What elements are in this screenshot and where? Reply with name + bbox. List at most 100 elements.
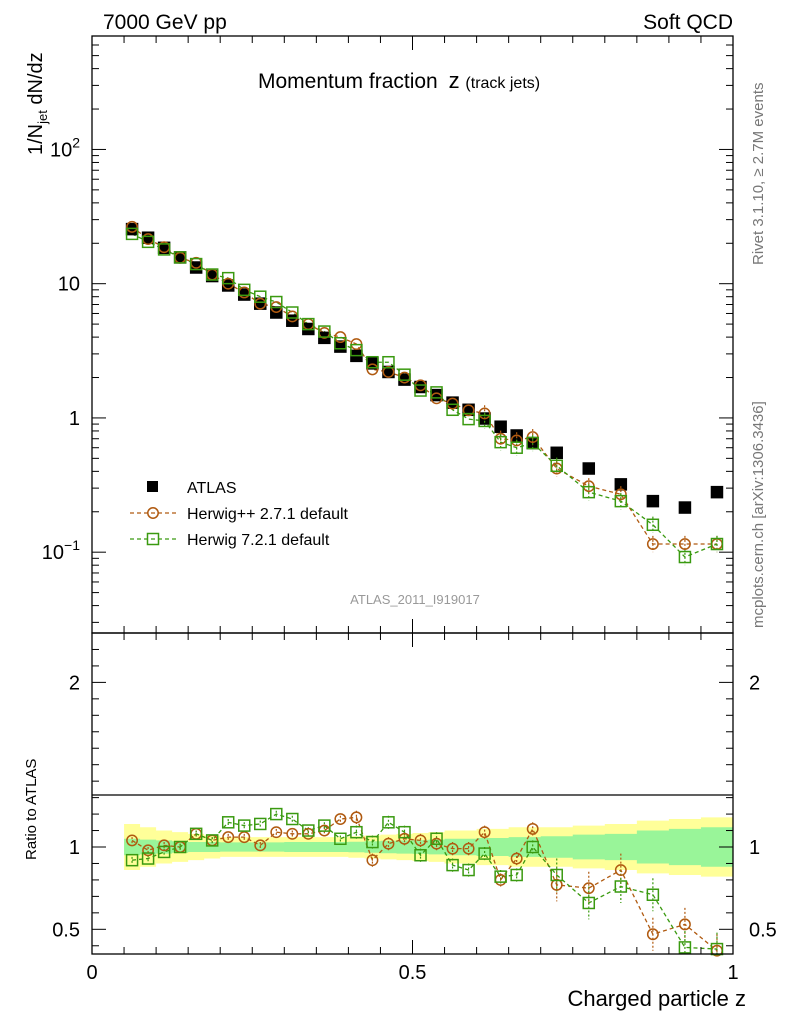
- header-left: 7000 GeV pp: [103, 11, 227, 34]
- herwig7-point: [366, 355, 379, 369]
- ratio-panel: 0.5 0.5 1 1 2 2 0 0.5 1 Ratio to ATLAS Charged p…: [23, 632, 777, 1011]
- ratio-herwigpp-point: [526, 822, 539, 835]
- chart-title-z: z: [449, 68, 460, 93]
- ratio-herwig7-point: [237, 819, 251, 832]
- herwig7-point: [125, 227, 139, 241]
- herwigpp-point: [366, 363, 379, 376]
- herwig7-point: [430, 386, 443, 399]
- ratio-herwig7-point: [318, 819, 331, 832]
- herwig7-point: [382, 355, 395, 369]
- ratio-ytick-label-right: 0.5: [749, 919, 777, 941]
- main-ytick-label: 10−1: [42, 537, 80, 564]
- herwig7-point: [205, 268, 219, 281]
- chart-title-main: Momentum fraction: [258, 70, 438, 93]
- ratio-herwigpp-point: [510, 852, 523, 865]
- atlas-point: [646, 494, 660, 508]
- herwigpp-point: [478, 407, 491, 420]
- ratio-herwigpp-point: [398, 832, 411, 845]
- ratio-herwig7-point: [366, 835, 379, 849]
- ratio-herwigpp-point: [126, 834, 139, 847]
- ratio-herwig7-point: [646, 888, 660, 901]
- ratio-herwigpp-point: [582, 882, 595, 895]
- herwig7-point: [494, 435, 507, 449]
- ratio-herwigpp-point: [382, 837, 395, 850]
- ratio-herwig7-point: [526, 840, 539, 854]
- ratio-herwig7-point: [550, 868, 563, 882]
- xtick-label: 0: [86, 962, 97, 984]
- herwig7-point: [270, 295, 283, 309]
- herwigpp-point: [462, 404, 475, 417]
- ratio-herwigpp-point: [446, 842, 459, 855]
- herwig7-point: [614, 494, 628, 508]
- ratio-herwig7-point: [494, 870, 507, 883]
- ratio-herwigpp-point: [350, 811, 363, 824]
- herwigpp-point: [126, 220, 139, 233]
- ytick-base: 10: [50, 139, 72, 161]
- ratio-herwig7-point: [189, 827, 203, 841]
- ratio-herwig7-point: [430, 832, 443, 846]
- ratio-herwigpp-point: [646, 928, 659, 941]
- mcplots-label: mcplots.cern.ch [arXiv:1306.3436]: [750, 401, 767, 628]
- atlas-point: [710, 485, 724, 499]
- legend-herwig7-marker: [146, 532, 160, 546]
- herwigpp-point: [678, 538, 691, 550]
- main-ylabel-sub: jet: [35, 110, 50, 125]
- herwig7-point: [237, 283, 251, 297]
- herwig7-point: [286, 306, 299, 319]
- legend-entry-label: Herwig++ 2.7.1 default: [187, 506, 349, 523]
- ratio-herwigpp-point: [462, 842, 475, 855]
- herwig7-point: [710, 537, 724, 551]
- chart-title: Momentum fraction z (track jets): [258, 68, 540, 93]
- ratio-herwig7-point: [270, 807, 283, 821]
- herwig7-point: [141, 235, 155, 249]
- ratio-ytick-label: 0.5: [52, 919, 80, 941]
- ytick-base: 10: [42, 542, 64, 564]
- ratio-herwigpp-point: [550, 878, 563, 891]
- main-ytick-label: 10: [58, 274, 80, 296]
- ratio-herwig7-point: [125, 853, 139, 867]
- herwig7-point: [398, 368, 411, 381]
- herwig7-point: [173, 251, 187, 264]
- ratio-herwigpp-point: [334, 813, 347, 825]
- ratio-herwig7-point: [582, 896, 596, 910]
- ratio-herwigpp-point: [222, 831, 235, 844]
- header-right: Soft QCD: [643, 11, 733, 34]
- herwigpp-point: [646, 538, 659, 550]
- ratio-herwig7-point: [350, 825, 363, 839]
- herwig7-point: [478, 414, 491, 428]
- ratio-herwigpp-point: [142, 844, 155, 857]
- herwig7-point: [334, 337, 347, 350]
- ratio-herwigpp-point: [614, 864, 627, 876]
- ytick-exp: 2: [72, 134, 80, 150]
- rivet-label: Rivet 3.1.10, ≥ 2.7M events: [750, 83, 767, 266]
- ratio-herwig7-point: [157, 845, 171, 859]
- ratio-ytick-label: 2: [69, 672, 80, 694]
- main-ylabel-a: 1/N: [25, 124, 47, 155]
- ratio-herwigpp-point: [158, 839, 171, 852]
- ratio-herwigpp-point: [478, 826, 491, 839]
- atlas-point: [614, 478, 628, 491]
- ratio-herwigpp-point: [270, 826, 283, 839]
- ratio-herwig7-point: [254, 817, 267, 831]
- main-ytick-label: 102: [50, 134, 80, 161]
- main-ytick-label: 1: [69, 408, 80, 430]
- ratio-herwig7-point: [462, 863, 475, 877]
- herwig7-point: [221, 271, 235, 285]
- ratio-herwig7-point: [510, 868, 523, 882]
- main-ylabel: 1/Njet dN/dz: [25, 52, 50, 155]
- herwig7-point: [414, 384, 427, 397]
- atlas-point: [494, 420, 507, 433]
- chart-title-sub: (track jets): [465, 75, 540, 92]
- ratio-herwigpp-point: [414, 834, 427, 847]
- main-data-marks: [125, 220, 724, 566]
- ratio-herwigpp-point: [254, 839, 267, 852]
- ratio-ytick-label: 1: [69, 837, 80, 859]
- atlas-point: [678, 501, 692, 514]
- legend-entry-label: Herwig 7.2.1 default: [187, 532, 330, 549]
- ratio-herwig7-point: [141, 852, 155, 865]
- herwigpp-point: [254, 297, 267, 310]
- ratio-herwigpp-point: [678, 918, 691, 931]
